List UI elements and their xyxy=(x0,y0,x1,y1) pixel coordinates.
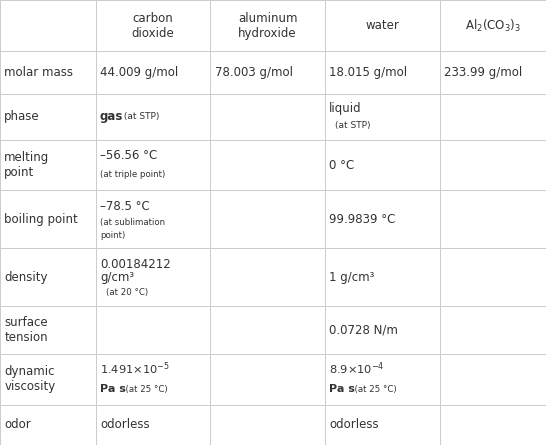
Text: odor: odor xyxy=(4,418,31,431)
Text: 44.009 g/mol: 44.009 g/mol xyxy=(100,66,178,79)
Text: (at 25 °C): (at 25 °C) xyxy=(120,385,167,394)
Bar xyxy=(96,354,210,405)
Bar xyxy=(210,306,325,354)
Bar xyxy=(210,94,325,140)
Text: Al$_2$(CO$_3$)$_3$: Al$_2$(CO$_3$)$_3$ xyxy=(465,17,521,34)
Text: 0.00184212: 0.00184212 xyxy=(100,258,171,271)
Text: 233.99 g/mol: 233.99 g/mol xyxy=(444,66,522,79)
Text: 18.015 g/mol: 18.015 g/mol xyxy=(329,66,407,79)
Text: gas: gas xyxy=(100,110,123,123)
Text: boiling point: boiling point xyxy=(4,213,78,226)
Bar xyxy=(325,354,440,405)
Text: 0.0728 N/m: 0.0728 N/m xyxy=(329,324,398,336)
Bar xyxy=(96,51,210,94)
Bar xyxy=(440,94,546,140)
Bar xyxy=(440,140,546,190)
Text: Pa s: Pa s xyxy=(329,384,355,394)
Bar xyxy=(210,51,325,94)
Bar xyxy=(440,354,546,405)
Bar xyxy=(325,140,440,190)
Bar xyxy=(210,140,325,190)
Bar xyxy=(325,0,440,51)
Text: (at STP): (at STP) xyxy=(335,121,370,129)
Text: –78.5 °C: –78.5 °C xyxy=(100,200,150,213)
Bar xyxy=(325,51,440,94)
Text: odorless: odorless xyxy=(100,418,150,431)
Bar xyxy=(325,306,440,354)
Text: density: density xyxy=(4,271,48,284)
Text: (at 25 °C): (at 25 °C) xyxy=(349,385,396,394)
Text: 1.491$\times$10$^{-5}$: 1.491$\times$10$^{-5}$ xyxy=(100,361,170,377)
Text: point): point) xyxy=(100,231,125,240)
Bar xyxy=(210,0,325,51)
Bar xyxy=(325,190,440,248)
Bar xyxy=(96,0,210,51)
Text: melting
point: melting point xyxy=(4,151,50,179)
Text: (at 20 °C): (at 20 °C) xyxy=(106,288,149,297)
Text: 78.003 g/mol: 78.003 g/mol xyxy=(215,66,293,79)
Bar xyxy=(210,190,325,248)
Text: 1 g/cm³: 1 g/cm³ xyxy=(329,271,375,284)
Text: (at triple point): (at triple point) xyxy=(100,170,165,178)
Bar xyxy=(325,248,440,306)
Text: phase: phase xyxy=(4,110,40,123)
Text: dynamic
viscosity: dynamic viscosity xyxy=(4,365,56,393)
Text: –56.56 °C: –56.56 °C xyxy=(100,150,157,162)
Text: 99.9839 °C: 99.9839 °C xyxy=(329,213,396,226)
Bar xyxy=(440,51,546,94)
Bar xyxy=(96,140,210,190)
Bar xyxy=(440,306,546,354)
Bar xyxy=(0,306,96,354)
Text: 0 °C: 0 °C xyxy=(329,158,354,171)
Text: molar mass: molar mass xyxy=(4,66,73,79)
Text: g/cm³: g/cm³ xyxy=(100,271,134,284)
Bar xyxy=(325,94,440,140)
Bar xyxy=(96,190,210,248)
Bar xyxy=(96,306,210,354)
Bar xyxy=(0,0,96,51)
Text: water: water xyxy=(365,19,399,32)
Bar xyxy=(0,354,96,405)
Text: (at sublimation: (at sublimation xyxy=(100,218,165,227)
Text: (at STP): (at STP) xyxy=(121,113,159,121)
Text: Pa s: Pa s xyxy=(100,384,126,394)
Bar xyxy=(96,405,210,445)
Bar xyxy=(0,248,96,306)
Bar xyxy=(96,94,210,140)
Bar xyxy=(0,94,96,140)
Bar xyxy=(440,0,546,51)
Bar xyxy=(0,51,96,94)
Bar xyxy=(0,140,96,190)
Bar xyxy=(210,248,325,306)
Bar xyxy=(0,405,96,445)
Bar xyxy=(96,248,210,306)
Bar xyxy=(440,248,546,306)
Bar xyxy=(210,354,325,405)
Text: aluminum
hydroxide: aluminum hydroxide xyxy=(238,12,297,40)
Text: liquid: liquid xyxy=(329,102,362,115)
Bar xyxy=(210,405,325,445)
Bar xyxy=(0,190,96,248)
Bar xyxy=(440,190,546,248)
Text: surface
tension: surface tension xyxy=(4,316,48,344)
Bar xyxy=(325,405,440,445)
Text: odorless: odorless xyxy=(329,418,379,431)
Bar xyxy=(440,405,546,445)
Text: 8.9$\times$10$^{-4}$: 8.9$\times$10$^{-4}$ xyxy=(329,361,385,377)
Text: carbon
dioxide: carbon dioxide xyxy=(132,12,174,40)
